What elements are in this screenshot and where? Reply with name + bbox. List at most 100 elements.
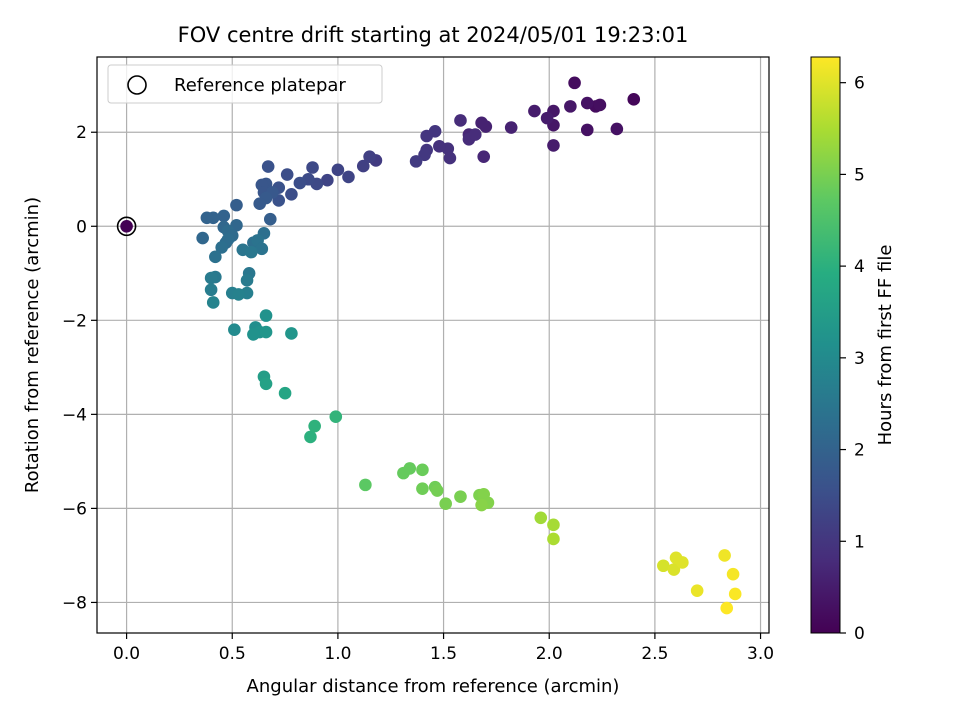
- colorbar-tick-label: 3: [854, 349, 865, 369]
- data-point: [321, 173, 334, 187]
- y-tick-label: −8: [62, 593, 87, 613]
- data-point: [217, 209, 231, 223]
- chart-title: FOV centre drift starting at 2024/05/01 …: [178, 23, 689, 47]
- data-point: [204, 283, 218, 297]
- data-point: [416, 482, 429, 495]
- data-point: [477, 150, 491, 163]
- data-point: [259, 377, 273, 391]
- data-point: [228, 323, 241, 337]
- x-tick-label: 1.0: [324, 644, 351, 664]
- data-point: [718, 549, 731, 562]
- colorbar-tick-label: 4: [854, 257, 865, 277]
- y-tick-label: 2: [76, 123, 87, 143]
- data-point: [564, 100, 577, 113]
- data-point: [676, 556, 689, 569]
- legend-box: [107, 64, 383, 104]
- data-point: [443, 151, 457, 165]
- x-tick-label: 1.5: [430, 644, 457, 664]
- data-point: [278, 386, 292, 400]
- plot-background: [97, 57, 769, 633]
- colorbar-tick-label: 5: [854, 165, 865, 185]
- data-point: [430, 484, 444, 497]
- data-point: [409, 155, 423, 168]
- data-point: [280, 168, 294, 181]
- colorbar-tick-label: 0: [854, 624, 865, 644]
- data-point: [454, 490, 467, 503]
- data-point: [261, 160, 275, 173]
- data-point: [475, 116, 488, 130]
- data-point: [363, 150, 376, 163]
- data-point: [244, 245, 258, 259]
- data-point: [726, 567, 740, 581]
- y-axis: −8 −6 −4 −2 0 2: [62, 123, 97, 613]
- data-point: [209, 250, 222, 264]
- legend-marker-icon: [127, 75, 147, 95]
- colorbar-tick-label: 1: [854, 532, 865, 552]
- data-point: [230, 198, 243, 212]
- data-point: [329, 410, 343, 424]
- data-point: [304, 430, 317, 444]
- data-point: [403, 462, 417, 475]
- x-tick-label: 2.0: [536, 644, 563, 664]
- colorbar-ticks: 0 1 2 3 4 5 6: [840, 74, 865, 644]
- data-point: [534, 511, 548, 525]
- x-tick-label: 3.0: [747, 644, 774, 664]
- data-point: [247, 328, 260, 341]
- data-point: [240, 274, 254, 287]
- data-point: [263, 212, 277, 226]
- x-axis-label: Angular distance from reference (arcmin): [247, 676, 620, 697]
- data-point: [215, 241, 228, 254]
- data-point: [547, 139, 560, 152]
- colorbar-gradient: [810, 56, 841, 634]
- data-point: [728, 587, 742, 601]
- colorbar-tick-label: 2: [854, 441, 865, 461]
- data-point: [540, 111, 554, 125]
- y-tick-label: −4: [62, 405, 87, 425]
- data-point: [439, 497, 452, 510]
- x-tick-label: 0.0: [113, 644, 140, 664]
- data-point: [331, 163, 345, 177]
- data-point: [285, 327, 298, 340]
- data-point: [120, 219, 133, 233]
- x-tick-label: 0.5: [219, 644, 246, 664]
- data-point: [627, 93, 641, 106]
- data-point: [667, 563, 681, 576]
- data-point: [200, 211, 214, 225]
- data-point: [308, 419, 321, 433]
- data-point: [342, 170, 355, 184]
- x-tick-label: 2.5: [641, 644, 668, 664]
- colorbar-label: Hours from first FF file: [875, 245, 896, 446]
- legend-entry-label: Reference platepar: [174, 75, 346, 96]
- data-point: [259, 309, 273, 322]
- colorbar: 0 1 2 3 4 5 6 Hours from first FF file: [810, 56, 896, 644]
- data-point: [468, 128, 482, 141]
- data-point: [232, 288, 245, 301]
- data-point: [255, 242, 269, 256]
- data-point: [657, 559, 670, 573]
- data-point: [285, 187, 298, 201]
- data-point: [359, 478, 372, 492]
- y-tick-label: −6: [62, 499, 87, 519]
- data-point: [547, 518, 560, 532]
- data-point: [204, 271, 218, 285]
- data-point: [547, 532, 560, 546]
- data-point: [690, 584, 704, 597]
- data-point: [528, 104, 541, 118]
- data-point: [433, 140, 446, 153]
- y-axis-label: Rotation from reference (arcmin): [22, 197, 43, 493]
- scatter-points: [120, 76, 742, 615]
- data-point: [206, 296, 220, 309]
- data-point: [253, 197, 267, 211]
- x-axis: 0.0 0.5 1.0 1.5 2.0 2.5 3.0: [113, 633, 774, 664]
- data-point: [504, 121, 518, 134]
- y-tick-label: −2: [62, 311, 87, 331]
- plot-frame: [96, 56, 770, 634]
- data-point: [593, 98, 607, 112]
- data-point: [418, 148, 431, 162]
- data-point: [720, 601, 734, 615]
- data-point: [454, 114, 467, 127]
- y-tick-label: 0: [76, 217, 87, 237]
- legend: Reference platepar: [107, 64, 383, 104]
- data-point: [306, 161, 319, 174]
